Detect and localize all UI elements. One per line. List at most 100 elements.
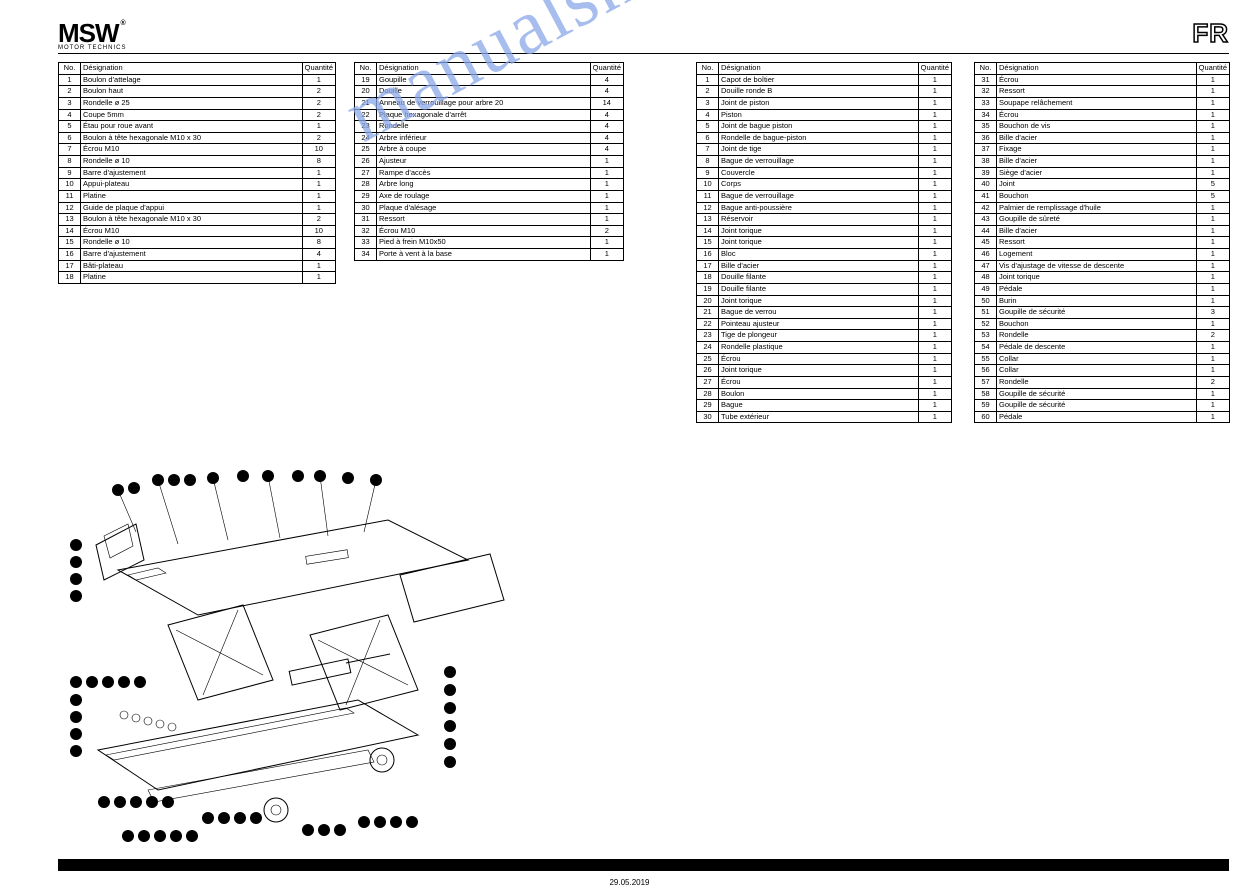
table-row: 4Piston1 (697, 109, 952, 121)
table-row: 18Platine1 (59, 272, 336, 284)
table-row: 8Bague de verrouillage1 (697, 156, 952, 168)
table-row: 8Rondelle ø 108 (59, 156, 336, 168)
table-row: 3Joint de piston1 (697, 97, 952, 109)
table-row: 31Ressort1 (355, 214, 624, 226)
table-row: 11Bague de verrouillage1 (697, 190, 952, 202)
table-row: 35Bouchon de vis1 (975, 121, 1230, 133)
table-row: 23Rondelle4 (355, 121, 624, 133)
exploded-view-diagram (58, 450, 578, 850)
col-qty: Quantité (302, 63, 335, 75)
table-row: 41Bouchon5 (975, 190, 1230, 202)
table-row: 27Écrou1 (697, 376, 952, 388)
table-row: 51Goupille de sécurité3 (975, 307, 1230, 319)
table-row: 13Réservoir1 (697, 214, 952, 226)
logo-block: MSW ® MOTOR TECHNICS (58, 18, 126, 51)
table-row: 5Étau pour roue avant1 (59, 121, 336, 133)
col-desc: Désignation (997, 63, 1197, 75)
table-row: 31Écrou1 (975, 74, 1230, 86)
table-row: 46Logement1 (975, 249, 1230, 261)
page-header: MSW ® MOTOR TECHNICS FR (58, 18, 1229, 54)
table-row: 32Écrou M102 (355, 225, 624, 237)
parts-table-3: No.DésignationQuantité1Capot de boîtier1… (696, 62, 952, 423)
col-no: No. (975, 63, 997, 75)
logo-trademark: ® (121, 20, 125, 27)
table-row: 38Bille d'acier1 (975, 156, 1230, 168)
table-row: 24Arbre inférieur4 (355, 132, 624, 144)
table-row: 2Douille ronde B1 (697, 86, 952, 98)
col-desc: Désignation (719, 63, 919, 75)
table-row: 48Joint torique1 (975, 272, 1230, 284)
col-desc: Désignation (377, 63, 591, 75)
table-row: 19Goupille4 (355, 74, 624, 86)
table-row: 10Appui-plateau1 (59, 179, 336, 191)
table-row: 6Boulon à tête hexagonale M10 x 302 (59, 132, 336, 144)
table-row: 25Arbre à coupe4 (355, 144, 624, 156)
table-row: 20Joint torique1 (697, 295, 952, 307)
table-row: 39Siège d'acier1 (975, 167, 1230, 179)
footer-date: 29.05.2019 (0, 878, 1259, 887)
table-row: 37Fixage1 (975, 144, 1230, 156)
table-row: 50Burin1 (975, 295, 1230, 307)
table-row: 53Rondelle2 (975, 330, 1230, 342)
table-row: 17Bille d'acier1 (697, 260, 952, 272)
table-row: 14Joint torique1 (697, 225, 952, 237)
table-row: 28Arbre long1 (355, 179, 624, 191)
table-row: 25Écrou1 (697, 353, 952, 365)
table-row: 47Vis d'ajustage de vitesse de descente1 (975, 260, 1230, 272)
table-row: 33Pied à frein M10x501 (355, 237, 624, 249)
table-row: 56Collar1 (975, 365, 1230, 377)
col-no: No. (355, 63, 377, 75)
table-row: 2Boulon haut2 (59, 86, 336, 98)
table-row: 28Boulon1 (697, 388, 952, 400)
parts-table-1: No.DésignationQuantité1Boulon d'attelage… (58, 62, 336, 284)
table-row: 34Écrou1 (975, 109, 1230, 121)
table-row: 27Rampe d'accès1 (355, 167, 624, 179)
col-qty: Quantité (918, 63, 951, 75)
table-row: 32Ressort1 (975, 86, 1230, 98)
table-row: 52Bouchon1 (975, 318, 1230, 330)
logo-subtitle: MOTOR TECHNICS (58, 45, 126, 51)
table-row: 5Joint de bague piston1 (697, 121, 952, 133)
footer-bar (58, 859, 1229, 871)
table-row: 43Goupille de sûreté1 (975, 214, 1230, 226)
table-row: 20Douille4 (355, 86, 624, 98)
table-row: 17Bâti-plateau1 (59, 260, 336, 272)
table-row: 7Joint de tige1 (697, 144, 952, 156)
table-row: 22Plaque hexagonale d'arrêt4 (355, 109, 624, 121)
col-qty: Quantité (1196, 63, 1229, 75)
table-row: 30Plaque d'alésage1 (355, 202, 624, 214)
table-row: 29Bague1 (697, 400, 952, 412)
table-row: 21Bague de verrou1 (697, 307, 952, 319)
table-row: 29Axe de roulage1 (355, 190, 624, 202)
table-row: 6Rondelle de bague-piston1 (697, 132, 952, 144)
col-qty: Quantité (590, 63, 623, 75)
col-no: No. (59, 63, 81, 75)
table-row: 23Tige de plongeur1 (697, 330, 952, 342)
table-row: 15Joint torique1 (697, 237, 952, 249)
table-row: 45Ressort1 (975, 237, 1230, 249)
table-row: 58Goupille de sécurité1 (975, 388, 1230, 400)
table-row: 14Écrou M1010 (59, 225, 336, 237)
col-no: No. (697, 63, 719, 75)
table-row: 15Rondelle ø 108 (59, 237, 336, 249)
table-row: 16Bloc1 (697, 249, 952, 261)
table-row: 1Capot de boîtier1 (697, 74, 952, 86)
table-row: 26Joint torique1 (697, 365, 952, 377)
table-row: 7Écrou M1010 (59, 144, 336, 156)
table-row: 16Barre d'ajustement4 (59, 249, 336, 261)
table-row: 22Pointeau ajusteur1 (697, 318, 952, 330)
table-row: 42Palmier de remplissage d'huile1 (975, 202, 1230, 214)
language-badge: FR (1192, 18, 1229, 49)
table-row: 54Pédale de descente1 (975, 342, 1230, 354)
table-row: 9Barre d'ajustement1 (59, 167, 336, 179)
parts-table-2: No.DésignationQuantité19Goupille420Douil… (354, 62, 624, 261)
parts-table-4: No.DésignationQuantité31Écrou132Ressort1… (974, 62, 1230, 423)
table-row: 13Boulon à tête hexagonale M10 x 302 (59, 214, 336, 226)
table-row: 12Guide de plaque d'appui1 (59, 202, 336, 214)
table-row: 9Couvercle1 (697, 167, 952, 179)
table-row: 24Rondelle plastique1 (697, 342, 952, 354)
table-row: 21Anneau de verrouillage pour arbre 2014 (355, 97, 624, 109)
col-desc: Désignation (81, 63, 303, 75)
table-row: 11Platine1 (59, 190, 336, 202)
table-row: 3Rondelle ø 252 (59, 97, 336, 109)
